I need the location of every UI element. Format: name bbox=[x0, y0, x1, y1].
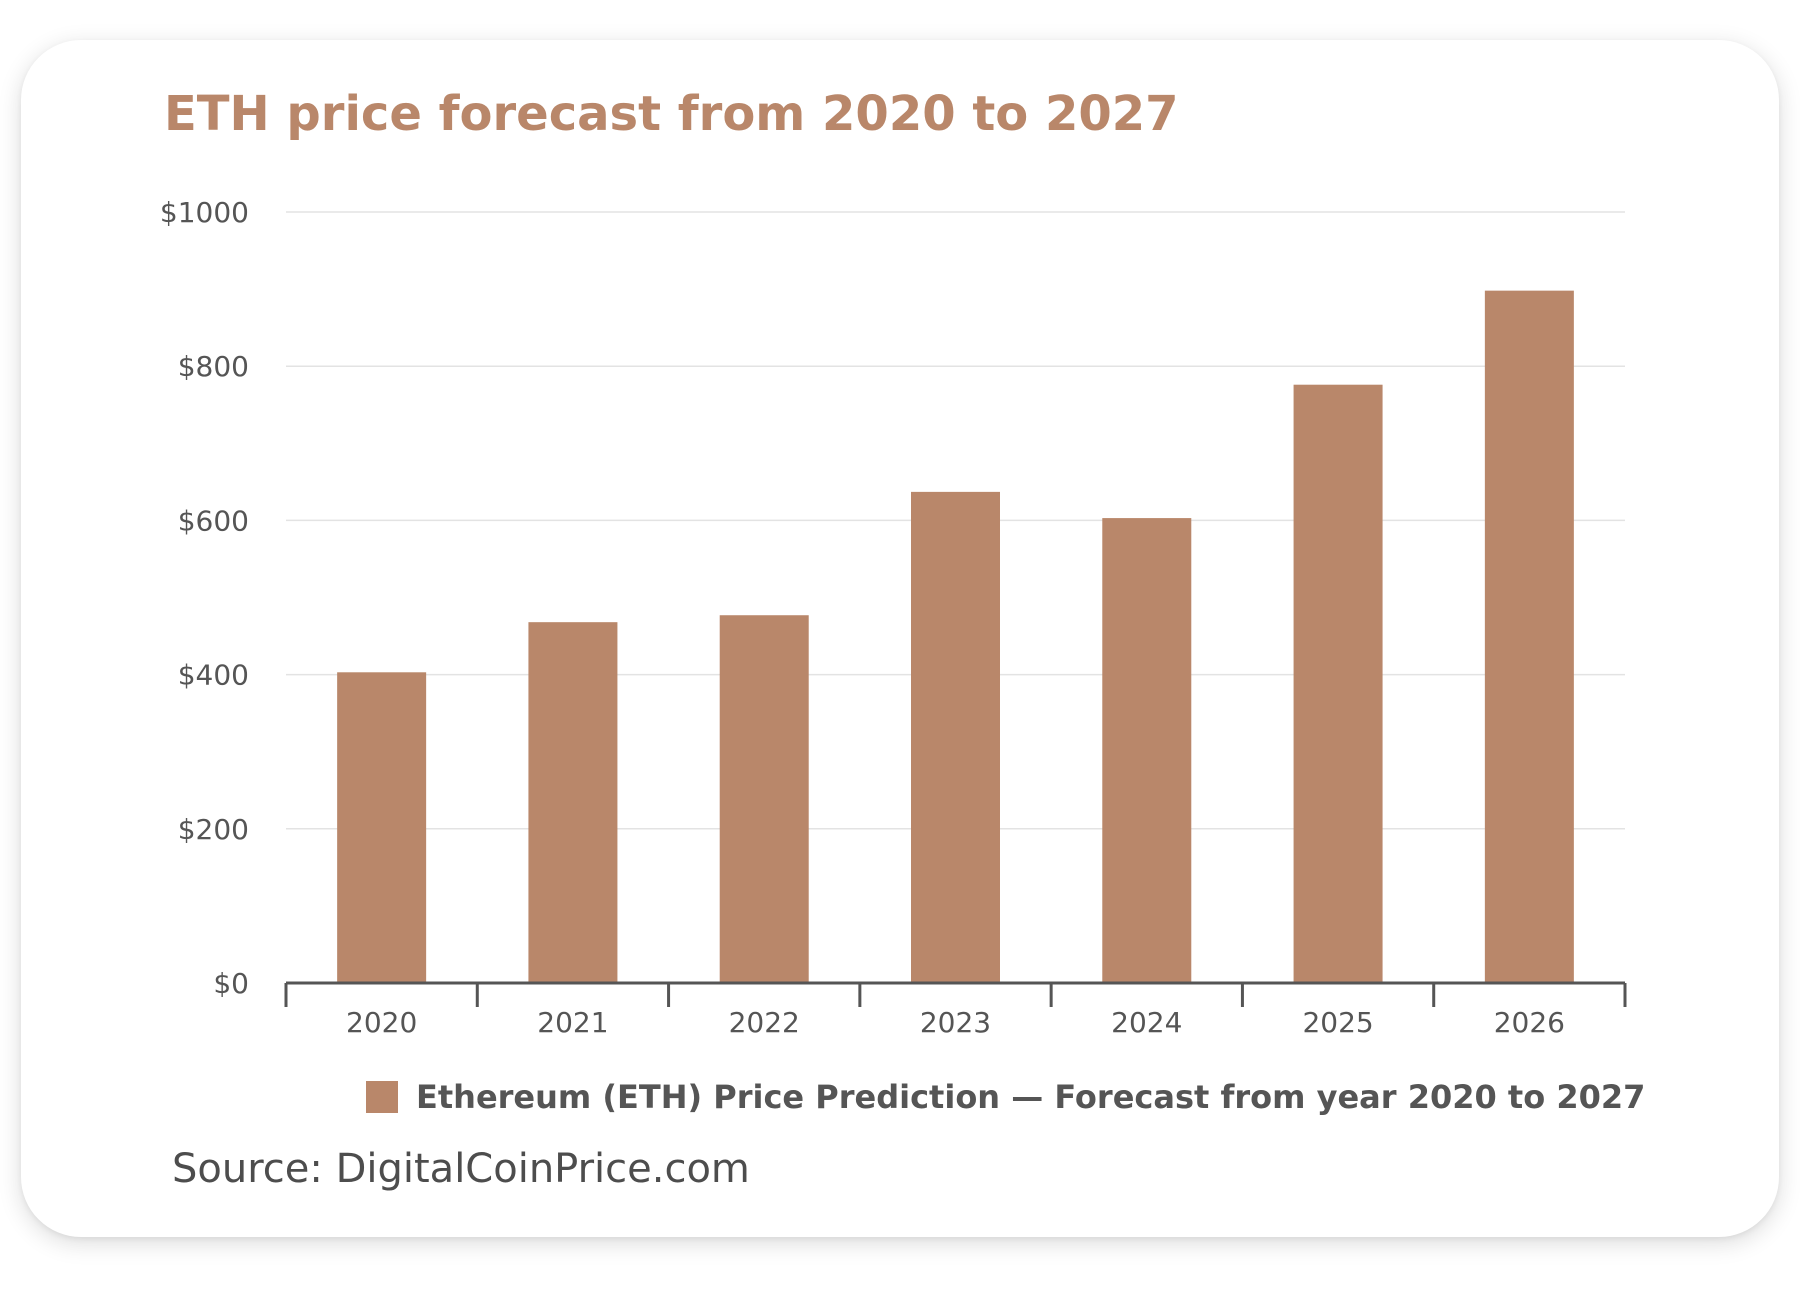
bar bbox=[1293, 384, 1383, 984]
legend-swatch bbox=[366, 1081, 398, 1113]
x-tick-label: 2020 bbox=[346, 1006, 417, 1039]
x-tick-label: 2023 bbox=[920, 1006, 991, 1039]
x-tick-label: 2021 bbox=[537, 1006, 608, 1039]
y-tick-label: $200 bbox=[178, 813, 249, 846]
bar bbox=[528, 622, 618, 983]
bar bbox=[1102, 518, 1192, 983]
legend-label: Ethereum (ETH) Price Prediction — Foreca… bbox=[416, 1078, 1646, 1116]
bar bbox=[719, 615, 809, 983]
source-text: Source: DigitalCoinPrice.com bbox=[172, 1146, 750, 1192]
y-tick-label: $0 bbox=[213, 967, 249, 1000]
x-tick-label: 2024 bbox=[1111, 1006, 1182, 1039]
legend: Ethereum (ETH) Price Prediction — Foreca… bbox=[366, 1078, 1645, 1116]
bar bbox=[337, 672, 427, 983]
y-tick-label: $600 bbox=[178, 504, 249, 537]
bar bbox=[1484, 290, 1574, 984]
bar bbox=[911, 491, 1000, 983]
chart-title: ETH price forecast from 2020 to 2027 bbox=[164, 86, 1179, 142]
x-tick-label: 2026 bbox=[1494, 1006, 1565, 1039]
y-tick-label: $800 bbox=[178, 350, 249, 383]
x-tick-label: 2022 bbox=[729, 1006, 800, 1039]
y-tick-label: $400 bbox=[178, 659, 249, 692]
x-tick-label: 2025 bbox=[1302, 1006, 1373, 1039]
y-tick-label: $1000 bbox=[160, 196, 249, 229]
